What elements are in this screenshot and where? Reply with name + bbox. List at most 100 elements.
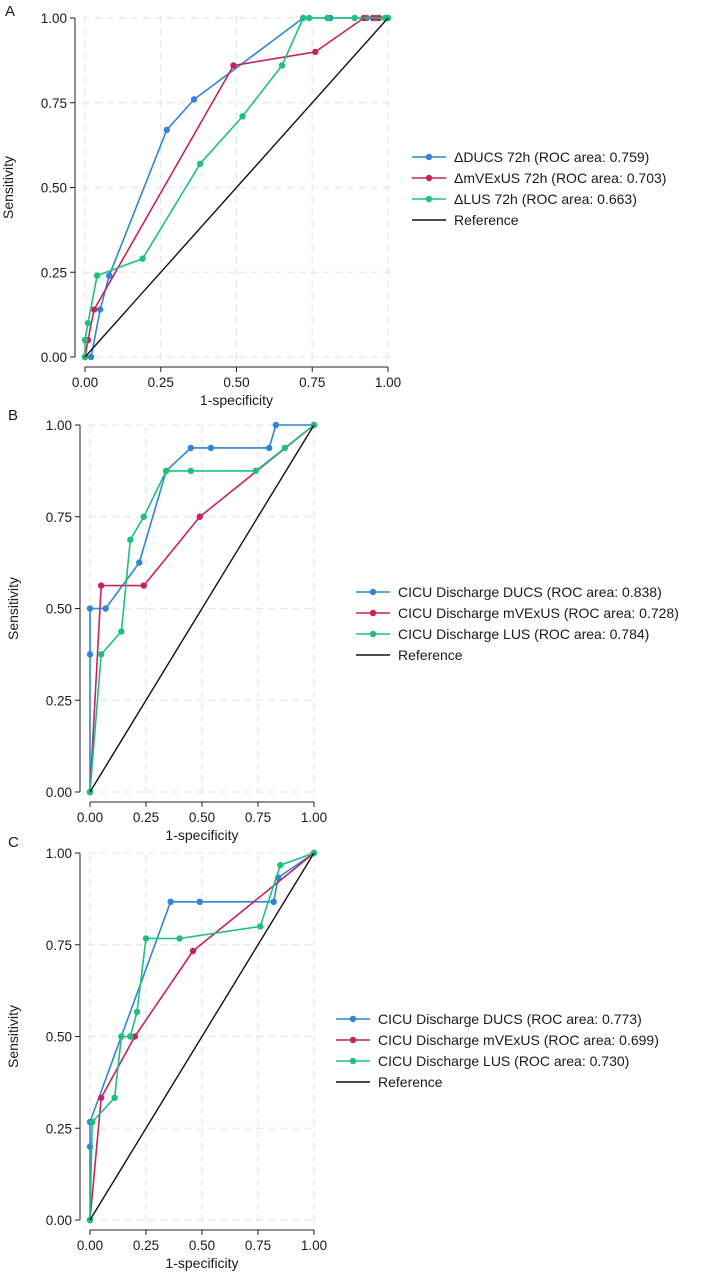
data-point — [196, 160, 204, 167]
legend-label: Reference — [398, 647, 463, 663]
y-tick-label: 0.00 — [41, 350, 67, 365]
data-point — [98, 582, 105, 589]
data-point — [266, 444, 273, 452]
x-tick-label: 0.00 — [77, 810, 103, 825]
data-point — [87, 353, 95, 361]
x-axis-title: 1-specificity — [165, 827, 238, 843]
data-point — [277, 861, 284, 869]
y-tick-label: 0.50 — [46, 602, 72, 617]
data-point — [136, 559, 143, 566]
data-point — [89, 1118, 96, 1126]
data-point — [281, 444, 289, 452]
y-tick-label: 0.50 — [41, 181, 67, 196]
data-point — [118, 1033, 125, 1040]
x-tick-label: 0.75 — [245, 810, 271, 825]
data-point — [81, 336, 89, 344]
data-point — [187, 444, 194, 452]
data-point — [86, 605, 94, 612]
data-point — [272, 421, 280, 429]
y-tick-label: 1.00 — [46, 418, 72, 433]
data-point — [196, 513, 203, 520]
panel-a: A 0.00 0.00 0.25 0.25 0.50 0.50 0.75 0.75 1.00 1.0… — [0, 3, 666, 408]
data-point — [127, 536, 134, 543]
data-point — [96, 306, 104, 313]
data-point — [133, 1008, 141, 1016]
x-tick-label: 0.25 — [148, 375, 174, 390]
panel-letter: A — [5, 3, 15, 20]
data-point — [86, 651, 94, 658]
series-line — [89, 424, 315, 793]
data-point — [131, 1033, 138, 1040]
data-point — [102, 605, 109, 612]
data-point — [167, 898, 174, 906]
y-tick-label: 0.00 — [46, 1213, 72, 1228]
y-tick-label: 0.25 — [41, 265, 67, 280]
x-axis-title: 1-specificity — [165, 1255, 238, 1271]
y-axis-title: Sensitivity — [5, 577, 21, 640]
data-point — [127, 1033, 134, 1040]
legend-marker — [369, 630, 377, 638]
x-tick-label: 1.00 — [301, 810, 327, 825]
x-tick-label: 0.00 — [77, 1238, 103, 1253]
series-3 — [89, 424, 315, 793]
data-point — [84, 319, 92, 327]
x-tick-label: 1.00 — [301, 1238, 327, 1253]
data-point — [98, 651, 105, 658]
y-tick-label: 0.25 — [46, 693, 72, 708]
axes: 0.00 0.00 0.25 0.25 0.50 0.50 0.75 0.75 1.00 1.00… — [0, 11, 401, 408]
data-point — [118, 628, 125, 635]
data-point — [98, 1094, 105, 1101]
data-point — [142, 935, 150, 942]
legend: ΔDUCS 72h (ROC area: 0.759) ΔmVExUS 72h (… — [412, 149, 666, 228]
data-point — [299, 14, 307, 22]
legend-label: CICU Discharge DUCS (ROC area: 0.838) — [398, 584, 662, 600]
data-point — [252, 467, 259, 475]
panel-c: C 0.00 0.00 0.25 0.25 0.50 0.50 0.75 0.75 1.00 1.0… — [5, 834, 659, 1271]
y-tick-label: 0.25 — [46, 1121, 72, 1136]
panel-letter: C — [8, 834, 19, 851]
legend-label: ΔLUS 72h (ROC area: 0.663) — [454, 191, 637, 207]
panel-b: B 0.00 0.00 0.25 0.25 0.50 0.50 0.75 0.75 1.00 1.0… — [5, 407, 679, 843]
data-point — [189, 947, 197, 955]
data-point — [196, 898, 203, 906]
data-point — [139, 255, 146, 262]
data-point — [93, 272, 101, 279]
legend-marker — [349, 1015, 357, 1023]
data-point — [306, 14, 313, 22]
y-tick-label: 0.50 — [46, 1030, 72, 1045]
data-point — [324, 14, 331, 22]
y-axis-title: Sensitivity — [0, 156, 16, 219]
data-point — [312, 48, 319, 56]
x-tick-label: 0.50 — [223, 375, 249, 390]
data-point — [176, 935, 183, 942]
axes: 0.00 0.00 0.25 0.25 0.50 0.50 0.75 0.75 1.00 1.00… — [5, 846, 327, 1271]
data-point — [257, 923, 264, 930]
x-tick-label: 0.00 — [72, 375, 98, 390]
legend-marker — [369, 609, 377, 617]
x-axis-title: 1-specificity — [200, 392, 273, 408]
legend: CICU Discharge DUCS (ROC area: 0.773) CIC… — [336, 1011, 659, 1090]
series-line — [84, 17, 388, 357]
data-point — [140, 513, 147, 520]
legend-label: ΔDUCS 72h (ROC area: 0.759) — [454, 149, 649, 165]
series-line — [89, 852, 315, 1221]
data-point — [270, 898, 277, 906]
data-point — [190, 96, 198, 103]
x-tick-label: 0.25 — [133, 1238, 159, 1253]
x-tick-label: 0.75 — [299, 375, 325, 390]
legend-label: ΔmVExUS 72h (ROC area: 0.703) — [454, 170, 666, 186]
legend-label: Reference — [378, 1074, 443, 1090]
legend-label: CICU Discharge LUS (ROC area: 0.784) — [398, 626, 649, 642]
y-tick-label: 1.00 — [41, 11, 67, 26]
x-tick-label: 0.50 — [189, 810, 215, 825]
data-point — [111, 1094, 118, 1101]
x-tick-label: 0.50 — [189, 1238, 215, 1253]
y-axis-title: Sensitivity — [5, 1005, 21, 1068]
series-line — [89, 424, 315, 793]
series-3 — [84, 17, 389, 358]
y-tick-label: 1.00 — [46, 846, 72, 861]
data-point — [140, 582, 147, 589]
legend-marker — [349, 1036, 357, 1044]
data-point — [207, 444, 215, 452]
